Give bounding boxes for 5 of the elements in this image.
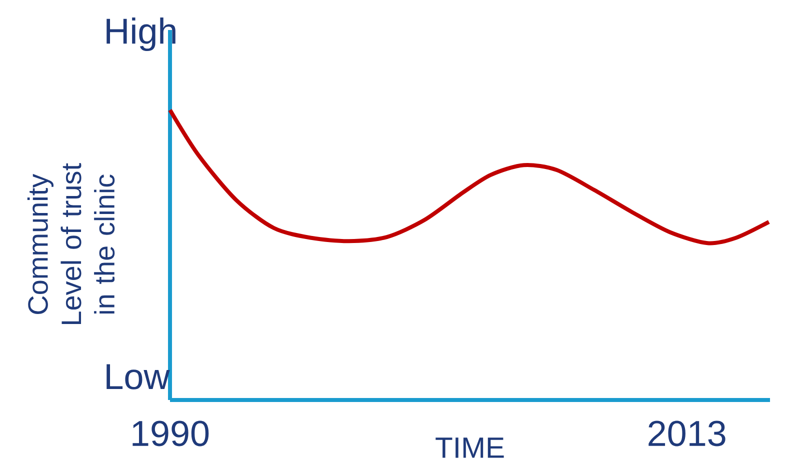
y-axis-title: Community Level of trust in the clinic — [27, 163, 115, 324]
x-tick-label: 2013 — [648, 420, 726, 446]
x-tick-label: 1990 — [132, 420, 209, 446]
x-axis-title: TIME — [436, 438, 504, 458]
text: High — [106, 18, 176, 52]
